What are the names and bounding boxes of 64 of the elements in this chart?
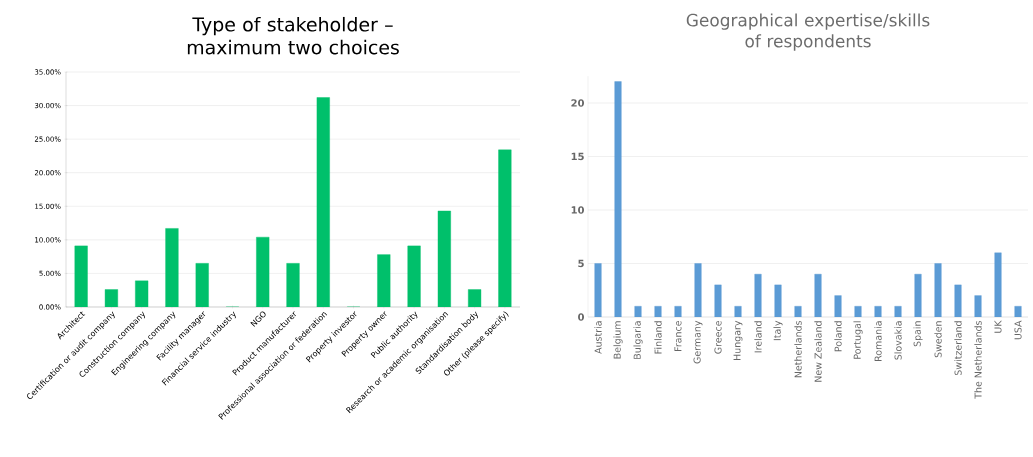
x-tick-label: New Zealand xyxy=(814,321,822,382)
bar xyxy=(774,284,782,317)
x-tick-label: Spain xyxy=(913,321,923,347)
bar xyxy=(614,81,622,317)
y-tick-label: 5 xyxy=(578,259,584,268)
bar xyxy=(468,289,482,307)
x-tick-label: Switzerland xyxy=(954,321,962,376)
x-tick-label: USA xyxy=(1014,320,1022,340)
x-tick-label: Portugal xyxy=(853,321,863,359)
bar xyxy=(974,295,982,317)
y-tick-label: 20 xyxy=(571,99,585,107)
bar xyxy=(286,263,300,307)
bar xyxy=(256,236,270,307)
bar xyxy=(834,295,842,317)
y-tick-label: 0 xyxy=(578,313,585,321)
bar xyxy=(135,280,149,307)
bar xyxy=(814,273,822,317)
x-tick-label: Germany xyxy=(693,320,703,364)
chart-title: Type of stakeholder – maximum two choices xyxy=(187,16,399,55)
bar xyxy=(634,306,642,317)
x-tick-label: Bulgaria xyxy=(633,321,643,359)
bar xyxy=(954,284,962,317)
bar xyxy=(377,254,391,307)
bar xyxy=(674,306,682,317)
x-tick-label: Sweden xyxy=(934,321,942,358)
bar xyxy=(165,228,179,307)
x-tick-label: Greece xyxy=(714,320,722,354)
bar xyxy=(854,306,862,317)
x-tick-label: Italy xyxy=(773,320,783,341)
bar xyxy=(794,306,802,317)
chart-title: Geographical expertise/skills of respondents xyxy=(686,13,930,51)
bar xyxy=(754,273,762,317)
bar xyxy=(914,273,922,317)
bar xyxy=(594,263,602,317)
x-tick-label: Belgium xyxy=(613,321,623,359)
bar xyxy=(874,306,882,317)
x-tick-label: UK xyxy=(994,320,1002,333)
bar xyxy=(407,245,421,307)
y-tick-label: 10 xyxy=(571,206,585,214)
bar xyxy=(195,263,209,307)
bar xyxy=(734,306,742,317)
x-tick-label: The Netherlands xyxy=(974,320,982,399)
x-tick-label: Slovakia xyxy=(894,321,902,360)
x-tick-label: Romania xyxy=(874,321,882,361)
bar xyxy=(894,306,902,317)
x-tick-label: Netherlands xyxy=(794,320,802,378)
x-tick-label: Finland xyxy=(654,321,662,354)
bar xyxy=(994,252,1002,317)
bar xyxy=(437,210,451,307)
bar xyxy=(104,289,118,307)
bar xyxy=(654,306,662,317)
bar xyxy=(74,245,88,307)
bar xyxy=(1014,306,1022,317)
x-tick-label: France xyxy=(674,320,682,352)
bar xyxy=(316,97,330,307)
bar xyxy=(714,284,722,317)
bar xyxy=(498,149,512,307)
y-tick-label: 15 xyxy=(571,152,584,161)
x-tick-label: Hungary xyxy=(733,320,743,360)
bar xyxy=(694,263,702,317)
x-tick-label: Austria xyxy=(594,321,602,354)
x-tick-label: Poland xyxy=(834,321,842,352)
bar xyxy=(934,263,942,317)
x-tick-label: Ireland xyxy=(754,321,762,353)
